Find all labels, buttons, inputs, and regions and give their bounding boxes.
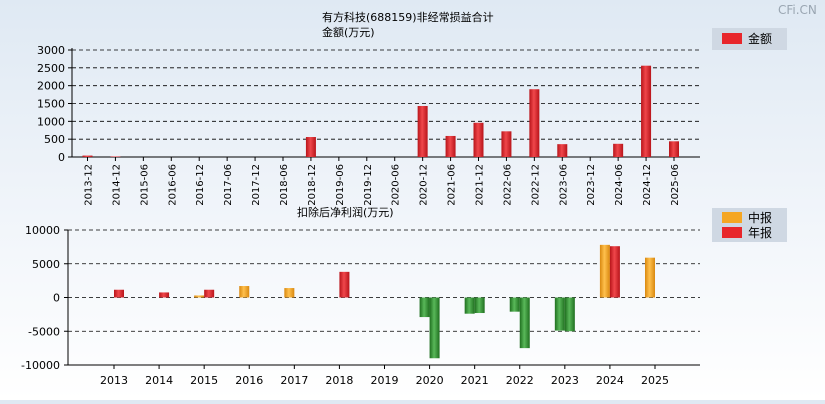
top-xtick-label: 2017-06 [223,164,234,206]
top-bar [669,141,679,157]
top-xtick-label: 2016-06 [167,164,178,206]
top-chart-title: 有方科技(688159)非经常损益合计 [322,10,494,24]
bar-annual [519,297,530,349]
bottom-xtick-label: 2023 [551,374,579,387]
top-xtick-label: 2025-06 [670,164,681,206]
bar-annual [609,246,620,298]
bottom-ytick-label: -10000 [21,359,60,372]
top-xtick-label: 2017-12 [251,164,262,206]
legend-swatch-interim [722,212,742,223]
top-xtick-label: 2016-12 [195,164,206,206]
top-xtick-label: 2023-06 [558,164,569,206]
bar-interim [599,244,610,298]
top-chart-ylabel: 金额(万元) [322,25,375,39]
bottom-ytick-label: 10000 [25,224,60,237]
bottom-ytick-label: -5000 [28,325,60,338]
top-xtick-label: 2023-12 [586,164,597,206]
bar-interim [645,257,655,298]
bottom-xtick-label: 2015 [190,374,218,387]
bottom-xtick-label: 2024 [596,374,624,387]
bottom-legend: 中报 年报 [712,208,787,242]
bottom-xtick-label: 2019 [371,374,399,387]
top-ytick-label: 0 [58,151,65,164]
top-bar [501,131,512,157]
top-bar [557,144,568,157]
bar-annual [159,292,170,298]
top-ytick-label: 3000 [37,44,65,57]
bottom-ytick-label: 5000 [32,258,60,271]
bottom-xtick-label: 2025 [641,374,669,387]
top-xtick-label: 2018-06 [279,164,290,206]
top-bar [445,135,456,157]
bar-annual [114,289,124,298]
bottom-plot: -10000 -5000 0 5000 10000 2013 2014 2015 2016 201… [21,224,700,387]
brand-logo-text: CFi.CN [778,3,817,17]
top-xtick-label: 2019-06 [335,164,346,206]
top-ytick-label: 2000 [37,80,65,93]
top-xtick-label: 2018-12 [307,164,318,206]
bar-annual [474,297,485,314]
top-bar [613,143,624,157]
top-xtick-label: 2024-12 [642,164,653,206]
bottom-xtick-label: 2013 [100,374,128,387]
top-bar [641,65,652,157]
bottom-xtick-label: 2022 [506,374,534,387]
bar-annual [204,289,215,298]
bottom-ytick-label: 0 [53,292,60,305]
top-bar [529,89,540,157]
top-ytick-label: 1500 [37,98,65,111]
bar-interim [509,297,520,312]
legend-label-amount: 金额 [748,31,772,46]
bar-annual [429,297,440,359]
top-bar [473,122,484,157]
bar-interim [239,286,250,298]
top-bar [110,156,121,157]
top-xtick-label: 2021-12 [475,164,486,206]
top-ytick-label: 1000 [37,115,65,128]
bottom-xtick-label: 2017 [280,374,308,387]
top-bar [417,105,428,157]
top-xtick-label: 2022-06 [502,164,513,206]
top-xtick-label: 2020-12 [419,164,430,206]
legend-swatch-amount [722,33,742,44]
bar-interim [419,297,430,318]
bar-interim [554,297,565,331]
top-xtick-label: 2014-12 [111,164,122,206]
top-xtick-label: 2022-12 [530,164,541,206]
bottom-xtick-label: 2014 [145,374,173,387]
bar-interim [284,288,295,298]
top-xtick-label: 2024-06 [614,164,625,206]
bar-interim [194,295,205,298]
top-xtick-label: 2013-12 [84,164,95,206]
top-bar [305,137,316,157]
bar-annual [564,297,575,332]
top-legend: 金额 [712,28,787,50]
top-xtick-label: 2020-06 [391,164,402,206]
legend-swatch-annual [722,227,742,238]
top-bar [82,155,93,157]
legend-label-annual: 年报 [748,225,772,240]
bottom-chart-title: 扣除后净利润(万元) [297,205,394,219]
bottom-xtick-label: 2018 [325,374,353,387]
bar-annual [339,271,350,298]
bottom-xtick-label: 2020 [416,374,444,387]
top-xtick-label: 2021-06 [447,164,458,206]
top-plot: 0 500 1000 1500 2000 2500 3000 2013-12 2014-12 20… [37,44,700,206]
top-ytick-label: 500 [44,133,65,146]
top-xtick-label: 2015-06 [139,164,150,206]
bar-interim [464,297,475,314]
top-ytick-label: 2500 [37,62,65,75]
bottom-xtick-label: 2021 [461,374,489,387]
bottom-xtick-label: 2016 [235,374,263,387]
top-xtick-label: 2019-12 [363,164,374,206]
legend-label-interim: 中报 [748,210,772,225]
